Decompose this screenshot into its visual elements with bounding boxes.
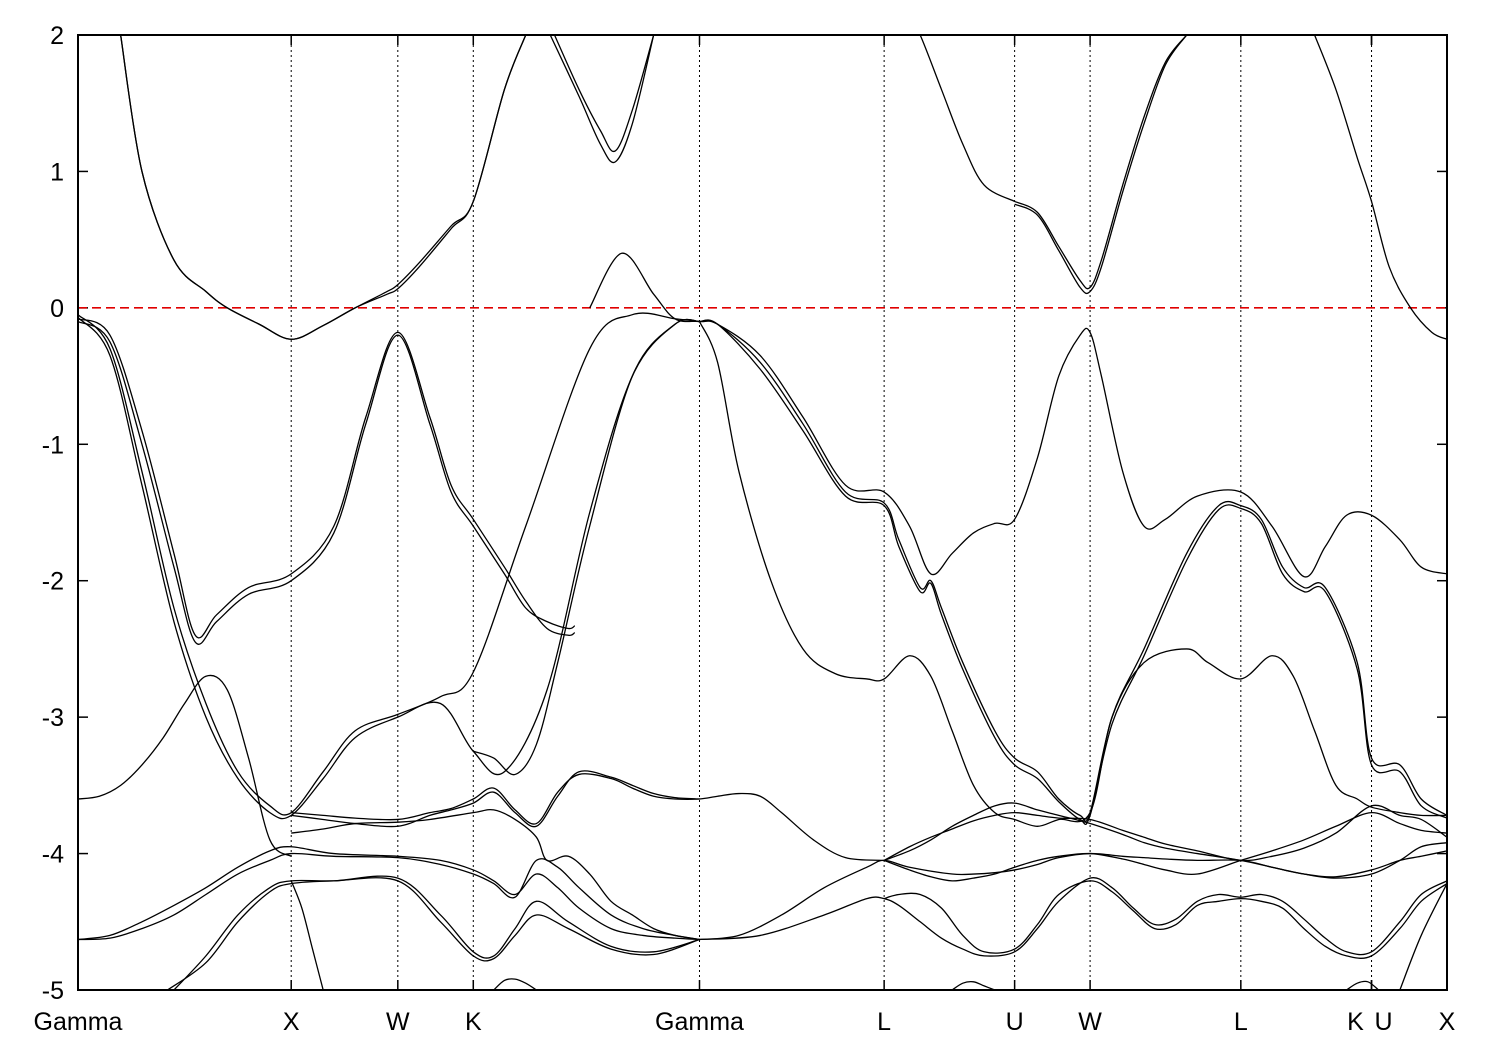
bands: [78, 35, 1447, 990]
y-tick-label: 1: [50, 158, 64, 186]
band-line: [951, 980, 996, 990]
band-line: [884, 35, 1015, 203]
y-tick-label: -4: [42, 841, 64, 869]
band-line: [699, 319, 1447, 825]
band-line: [549, 35, 655, 164]
kpoint-label: Gamma: [34, 1008, 123, 1036]
plot-frame: [77, 34, 1448, 991]
band-line: [290, 880, 324, 990]
band-line: [1014, 35, 1188, 290]
y-tick-label: 2: [50, 22, 64, 50]
band-line: [167, 877, 700, 990]
band-line: [589, 252, 1447, 578]
kpoint-label: L: [1234, 1008, 1248, 1036]
kpoint-label: K: [465, 1008, 482, 1036]
kpoint-label: U: [1374, 1008, 1392, 1036]
band-line: [173, 875, 700, 990]
band-line: [78, 852, 700, 941]
band-line: [553, 35, 655, 153]
band-line: [1399, 883, 1447, 990]
kpoint-label: K: [1347, 1008, 1364, 1036]
band-line: [698, 321, 1447, 827]
band-line: [1313, 35, 1447, 340]
band-line: [291, 770, 700, 828]
band-line: [1346, 980, 1379, 990]
y-tick-label: -2: [42, 568, 64, 596]
y-axis-ticks: 2 1 0 -1 -2 -3 -4 -5: [42, 22, 1447, 1005]
band-line: [78, 846, 700, 941]
band-line: [473, 318, 700, 776]
band-line: [291, 808, 700, 941]
band-line: [78, 316, 700, 820]
band-line: [78, 318, 576, 639]
y-tick-label: 0: [50, 295, 64, 323]
kpoint-lines: [290, 35, 1373, 990]
y-tick-label: -5: [42, 977, 64, 1005]
band-line: [291, 773, 885, 862]
y-tick-label: -3: [42, 704, 64, 732]
band-line: [119, 35, 527, 340]
kpoint-label: X: [1439, 1008, 1456, 1036]
kpoint-label: W: [386, 1008, 410, 1036]
kpoint-label: Gamma: [655, 1008, 744, 1036]
band-line: [883, 802, 1447, 879]
band-line: [699, 877, 1447, 957]
band-line: [883, 880, 1447, 959]
band-line: [78, 674, 292, 857]
band-line: [78, 312, 700, 816]
band-line: [493, 978, 537, 990]
band-line: [883, 804, 1447, 862]
band-line: [1014, 35, 1188, 295]
kpoint-label: W: [1078, 1008, 1102, 1036]
band-line: [78, 320, 576, 645]
y-tick-label: -1: [42, 431, 64, 459]
kpoint-label: U: [1006, 1008, 1024, 1036]
kpoint-label: X: [283, 1008, 300, 1036]
kpoint-label: L: [877, 1008, 891, 1036]
x-axis-labels: Gamma X W K Gamma L U W L K U X: [34, 35, 1456, 1036]
